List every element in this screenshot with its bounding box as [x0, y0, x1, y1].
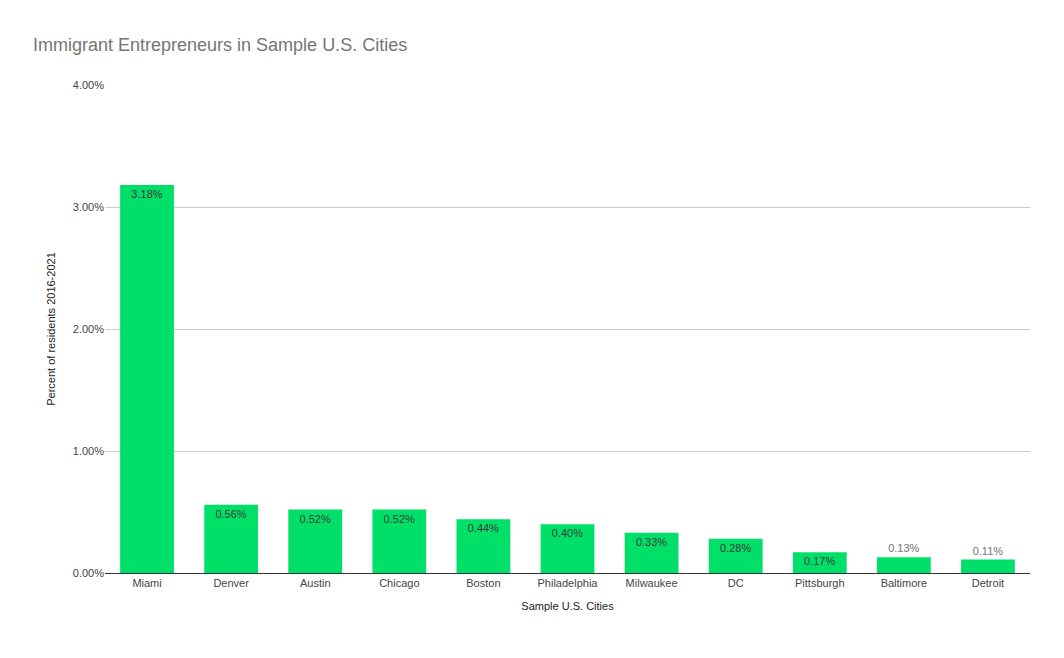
svg-text:Percent of residents 2016-2021: Percent of residents 2016-2021: [45, 252, 57, 406]
svg-text:0.44%: 0.44%: [468, 522, 499, 534]
svg-text:Sample U.S. Cities: Sample U.S. Cities: [521, 600, 614, 612]
svg-text:0.11%: 0.11%: [973, 545, 1004, 557]
svg-text:DC: DC: [728, 577, 744, 589]
svg-text:0.13%: 0.13%: [888, 542, 919, 554]
svg-text:1.00%: 1.00%: [73, 445, 104, 457]
svg-text:0.40%: 0.40%: [552, 527, 583, 539]
svg-text:Baltimore: Baltimore: [881, 577, 927, 589]
svg-text:0.00%: 0.00%: [73, 567, 104, 579]
svg-text:0.17%: 0.17%: [804, 555, 835, 567]
svg-text:Philadelphia: Philadelphia: [538, 577, 599, 589]
svg-text:0.33%: 0.33%: [636, 536, 667, 548]
svg-text:Denver: Denver: [213, 577, 249, 589]
svg-text:Detroit: Detroit: [972, 577, 1004, 589]
svg-text:3.00%: 3.00%: [73, 201, 104, 213]
svg-text:Immigrant Entrepreneurs in Sam: Immigrant Entrepreneurs in Sample U.S. C…: [33, 35, 407, 55]
svg-text:Milwaukee: Milwaukee: [626, 577, 678, 589]
svg-text:Pittsburgh: Pittsburgh: [795, 577, 845, 589]
svg-text:2.00%: 2.00%: [73, 323, 104, 335]
svg-text:0.52%: 0.52%: [384, 513, 415, 525]
svg-text:0.52%: 0.52%: [300, 513, 331, 525]
svg-text:Austin: Austin: [300, 577, 331, 589]
svg-text:Boston: Boston: [466, 577, 500, 589]
svg-text:Chicago: Chicago: [379, 577, 419, 589]
svg-text:Miami: Miami: [132, 577, 161, 589]
svg-text:0.28%: 0.28%: [720, 542, 751, 554]
svg-text:0.56%: 0.56%: [215, 508, 246, 520]
svg-text:4.00%: 4.00%: [73, 79, 104, 91]
svg-text:3.18%: 3.18%: [131, 188, 162, 200]
